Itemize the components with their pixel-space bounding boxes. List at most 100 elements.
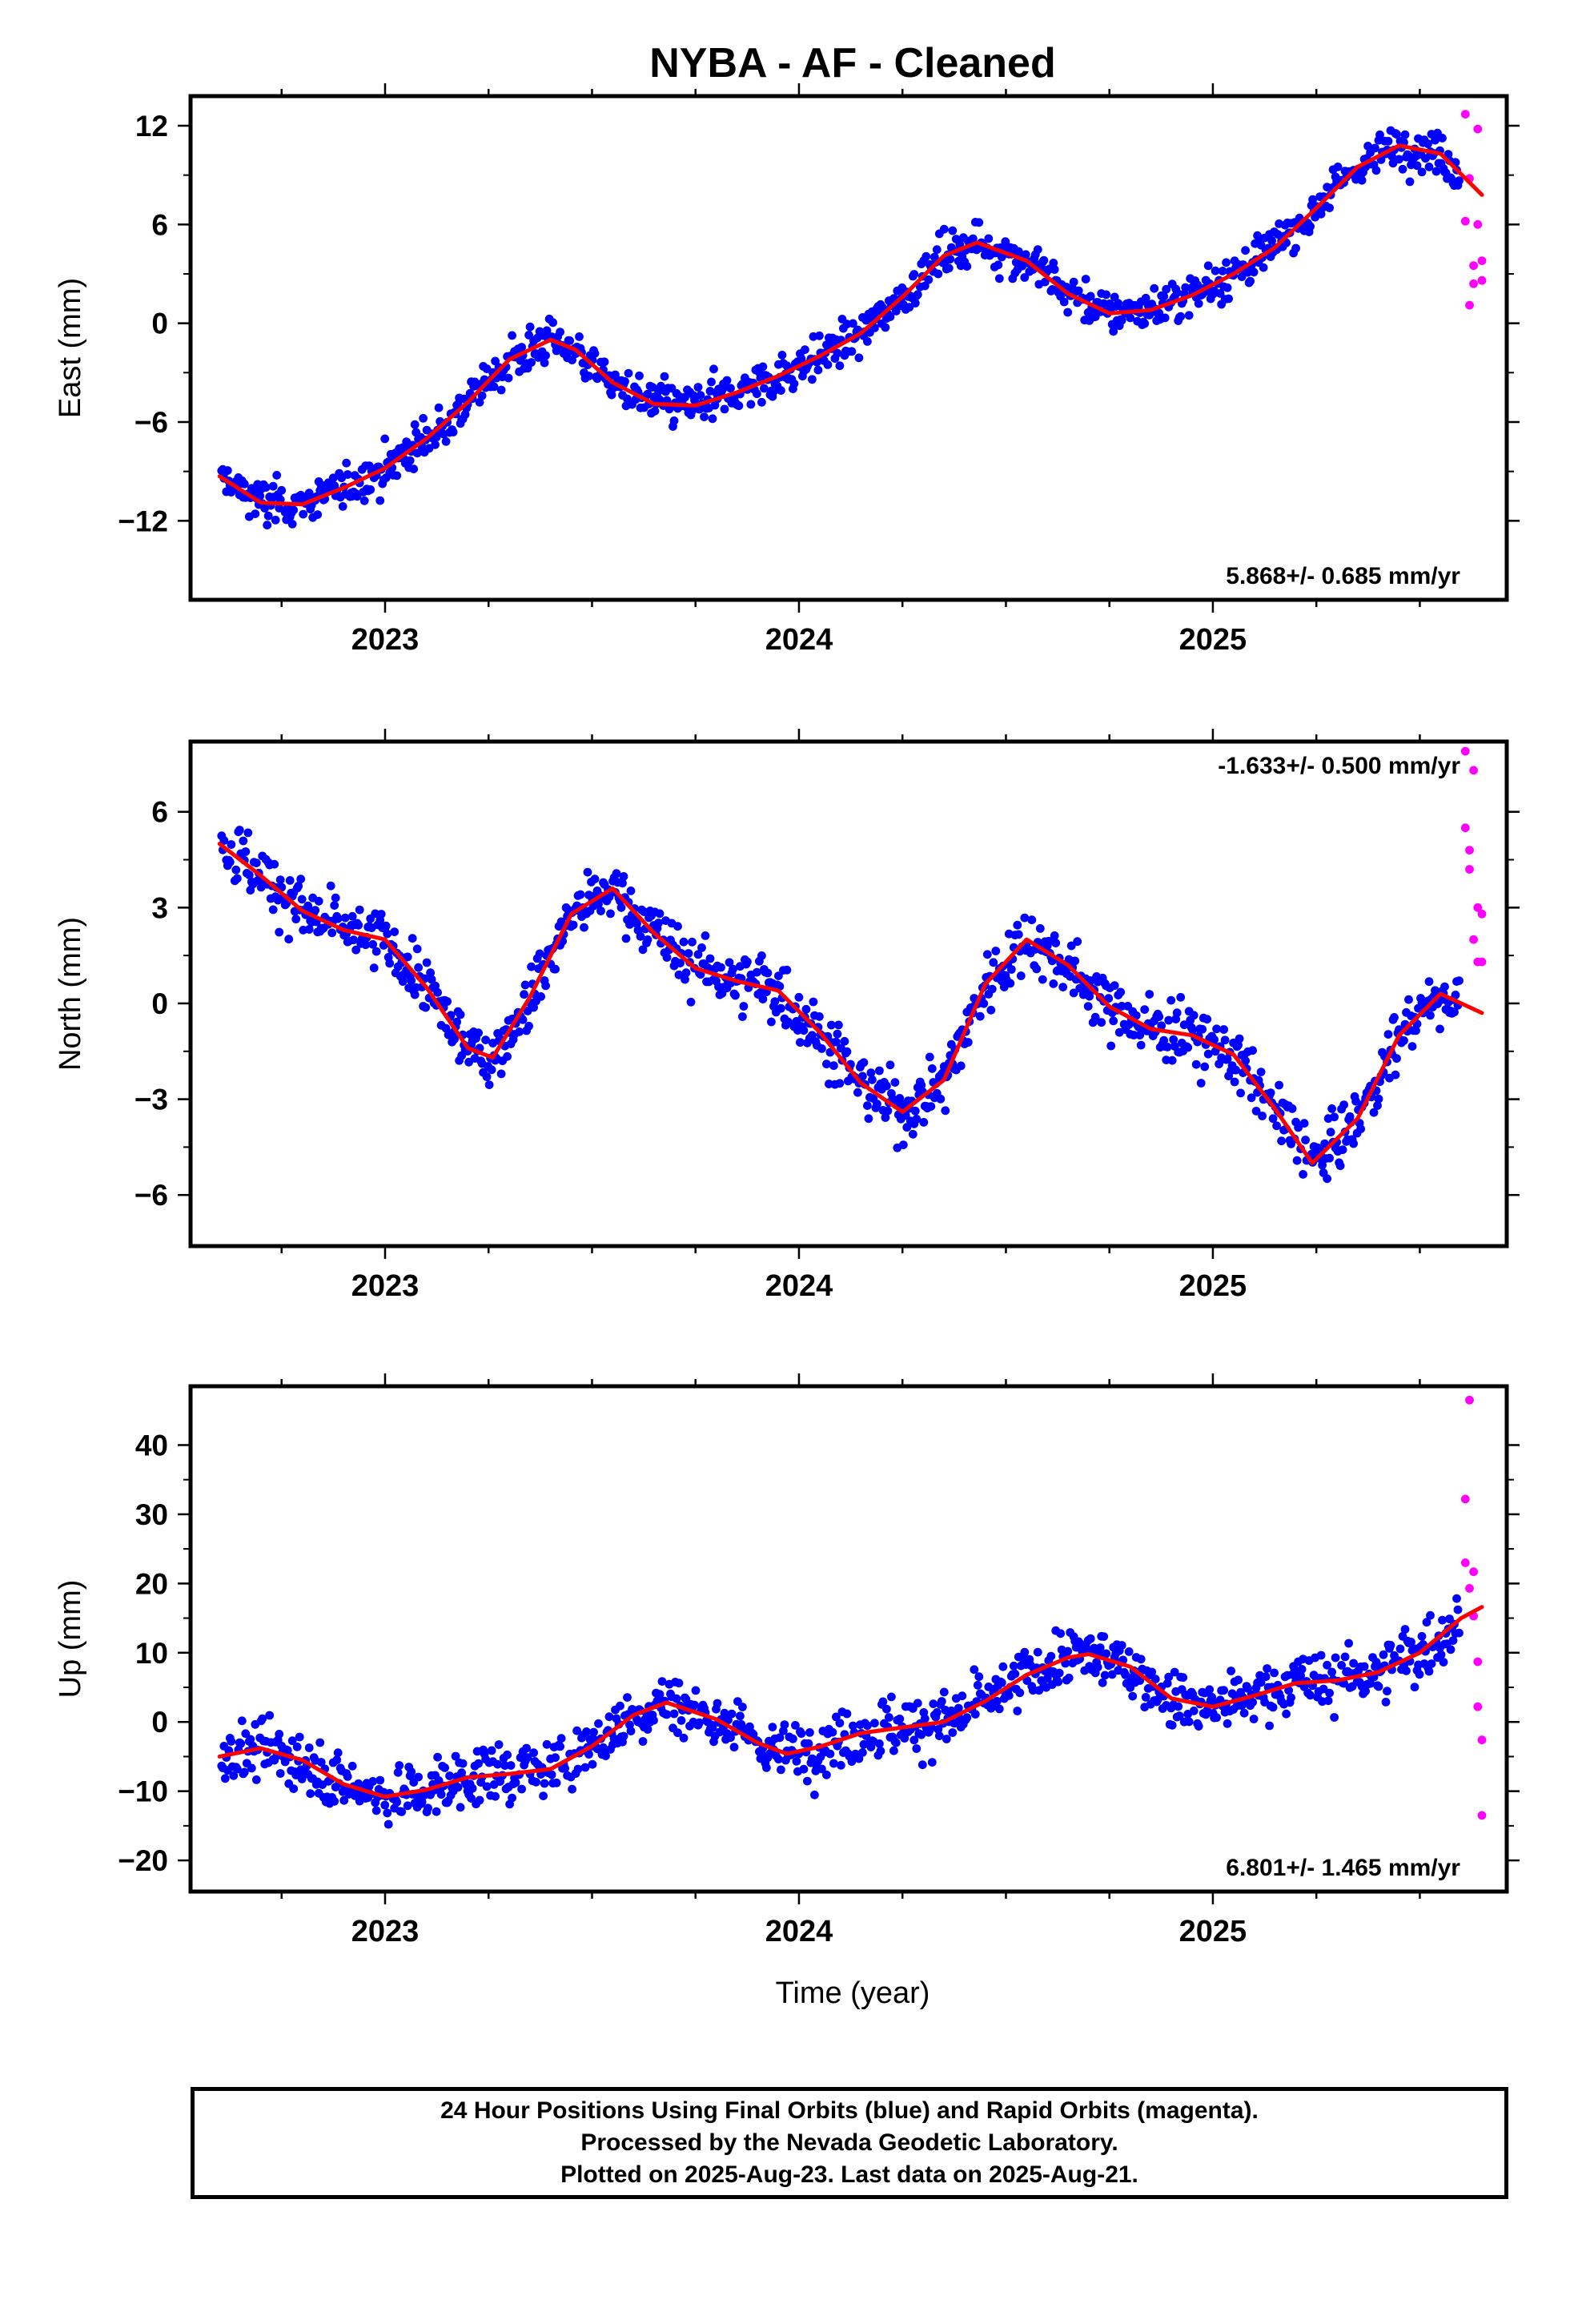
- north-final-point: [527, 962, 536, 971]
- up-final-point: [482, 1782, 492, 1791]
- up-final-point: [1415, 1670, 1424, 1679]
- east-final-point: [777, 351, 787, 360]
- north-final-point: [982, 950, 992, 959]
- up-final-point: [265, 1711, 275, 1720]
- east-ytick-label: 12: [135, 110, 168, 143]
- north-final-point: [410, 990, 420, 999]
- up-rapid-point: [1473, 1702, 1483, 1711]
- up-final-point: [1028, 1686, 1038, 1695]
- east-xtick-label: 2025: [1179, 623, 1247, 657]
- north-final-point: [767, 1017, 776, 1027]
- up-final-point: [780, 1720, 789, 1730]
- up-final-point: [436, 1790, 446, 1799]
- north-final-point: [1058, 983, 1068, 991]
- up-final-point: [1022, 1676, 1032, 1686]
- up-final-point: [542, 1739, 552, 1749]
- up-final-point: [1249, 1715, 1259, 1723]
- up-final-point: [588, 1759, 597, 1769]
- north-final-point: [369, 963, 379, 973]
- north-final-point: [568, 920, 578, 930]
- north-final-point: [452, 1017, 461, 1027]
- east-final-point: [1141, 293, 1150, 303]
- up-final-point: [589, 1727, 598, 1737]
- east-final-point: [722, 376, 732, 385]
- up-final-point: [456, 1803, 465, 1812]
- north-final-point: [1330, 1112, 1339, 1122]
- east-rapid-point: [1473, 219, 1483, 229]
- up-final-point: [1063, 1647, 1073, 1656]
- east-final-point: [268, 481, 278, 491]
- up-final-point: [247, 1763, 256, 1773]
- east-ytick-label: −12: [118, 505, 168, 537]
- up-final-point: [573, 1764, 583, 1774]
- north-fit-line: [217, 842, 1484, 1165]
- up-final-point: [474, 1759, 483, 1768]
- east-final-point: [934, 269, 943, 279]
- east-final-point: [251, 509, 260, 518]
- up-final-point: [371, 1806, 381, 1815]
- north-final-point: [294, 882, 303, 891]
- north-final-point: [520, 980, 530, 990]
- east-final-point: [1126, 313, 1135, 323]
- up-final-point: [440, 1763, 449, 1772]
- up-final-point: [1344, 1638, 1353, 1648]
- north-final-point: [1117, 1002, 1126, 1011]
- north-final-point: [991, 947, 1001, 955]
- up-xtick-label: 2023: [351, 1915, 420, 1948]
- up-final-point: [1239, 1708, 1249, 1718]
- north-rapid-point: [1469, 935, 1478, 944]
- east-final-point: [527, 358, 536, 367]
- up-final-point: [295, 1732, 304, 1742]
- up-final-point: [275, 1769, 285, 1778]
- up-final-point: [920, 1714, 930, 1723]
- north-final-point: [304, 925, 314, 934]
- east-final-point: [808, 375, 817, 384]
- up-final-point: [1270, 1668, 1279, 1678]
- up-final-point: [1361, 1687, 1370, 1696]
- up-final-point: [539, 1791, 548, 1801]
- up-final-point: [417, 1797, 427, 1807]
- east-final-point: [939, 224, 949, 234]
- up-final-point: [316, 1758, 326, 1767]
- east-final-point: [1412, 161, 1422, 171]
- east-final-point: [746, 400, 756, 409]
- east-final-point: [277, 485, 287, 495]
- up-final-point: [962, 1713, 972, 1723]
- east-final-point: [1291, 243, 1300, 253]
- up-final-point: [1340, 1652, 1350, 1662]
- up-final-point: [973, 1680, 982, 1690]
- east-final-point: [412, 448, 422, 458]
- east-final-point: [660, 372, 669, 381]
- north-rapid-point: [1477, 957, 1487, 967]
- up-final-point: [292, 1742, 302, 1751]
- north-final-point: [688, 937, 697, 947]
- north-final-point: [515, 1027, 524, 1036]
- up-final-point: [1164, 1672, 1174, 1682]
- north-final-point: [1241, 1056, 1250, 1065]
- north-final-point: [450, 1035, 459, 1043]
- north-final-point: [763, 968, 773, 978]
- up-final-point: [1427, 1659, 1436, 1668]
- up-final-point: [1327, 1667, 1336, 1677]
- north-final-point: [941, 1106, 950, 1116]
- east-final-point: [1371, 143, 1379, 153]
- north-final-point: [1183, 1043, 1193, 1052]
- up-final-point: [523, 1753, 532, 1763]
- east-y-axis-label: East (mm): [54, 278, 87, 418]
- north-final-point: [590, 875, 600, 883]
- north-final-point: [757, 951, 766, 960]
- up-final-point: [1284, 1686, 1293, 1695]
- east-final-point: [1109, 327, 1118, 336]
- east-final-point: [693, 383, 703, 392]
- east-final-point: [1392, 130, 1401, 139]
- north-final-point: [774, 971, 783, 980]
- north-final-point: [794, 992, 804, 1002]
- north-final-point: [1110, 981, 1119, 991]
- east-final-point: [1211, 266, 1220, 275]
- up-final-point: [626, 1727, 636, 1736]
- up-final-point: [332, 1755, 342, 1765]
- east-final-point: [491, 356, 500, 366]
- up-final-point: [1174, 1711, 1184, 1721]
- up-final-point: [777, 1765, 785, 1775]
